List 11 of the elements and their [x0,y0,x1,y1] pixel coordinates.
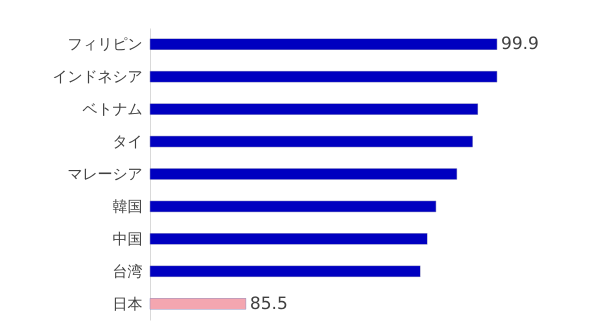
data-label: 85.5 [250,294,288,314]
data-label: 99.9 [501,34,539,54]
y-tick-label: タイ [112,132,142,151]
y-tick-label: 日本 [112,294,142,313]
y-tick-label: 台湾 [112,262,142,280]
y-tick-label: 韓国 [112,197,142,216]
y-tick-label: マレーシア [68,165,142,183]
y-tick-label: 中国 [112,230,142,248]
y-tick-label: フィリピン [68,35,142,54]
y-tick-label: ベトナム [82,100,142,118]
y-tick-label: インドネシア [52,68,142,86]
